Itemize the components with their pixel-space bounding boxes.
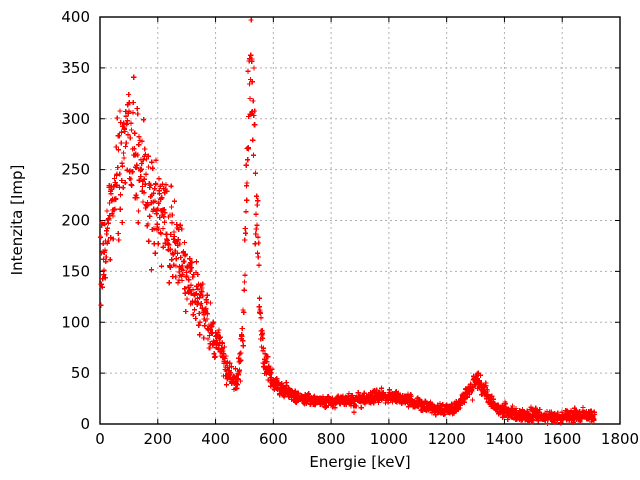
y-tick-label: 0 [80, 415, 90, 433]
x-tick-label: 1000 [370, 430, 408, 448]
x-tick-label: 1200 [428, 430, 466, 448]
y-tick-label: 100 [61, 313, 90, 331]
x-tick-label: 1600 [543, 430, 581, 448]
x-tick-label: 1800 [601, 430, 639, 448]
y-tick-label: 300 [61, 110, 90, 128]
grid-lines [100, 17, 620, 424]
y-tick-label: 150 [61, 262, 90, 280]
y-axis-title: Intenzita [Imp] [8, 165, 26, 276]
plot-frame [99, 16, 621, 425]
y-tick-label: 400 [61, 8, 90, 26]
y-tick-label: 50 [71, 364, 90, 382]
x-tick-label: 400 [201, 430, 230, 448]
y-tick-label: 200 [61, 212, 90, 230]
x-tick-label: 200 [143, 430, 172, 448]
x-axis-title: Energie [keV] [309, 453, 410, 471]
x-tick-label: 800 [317, 430, 346, 448]
y-tick-label: 250 [61, 161, 90, 179]
data-point-markers [98, 17, 598, 427]
y-tick-label: 350 [61, 59, 90, 77]
x-tick-label: 1400 [485, 430, 523, 448]
axis-tick-labels: 0 200 400 600 800 1000 1200 1400 1600 1800 0 50 100 1… [61, 8, 639, 448]
x-tick-label: 0 [95, 430, 105, 448]
data-series-points [98, 17, 598, 427]
x-tick-label: 600 [259, 430, 288, 448]
